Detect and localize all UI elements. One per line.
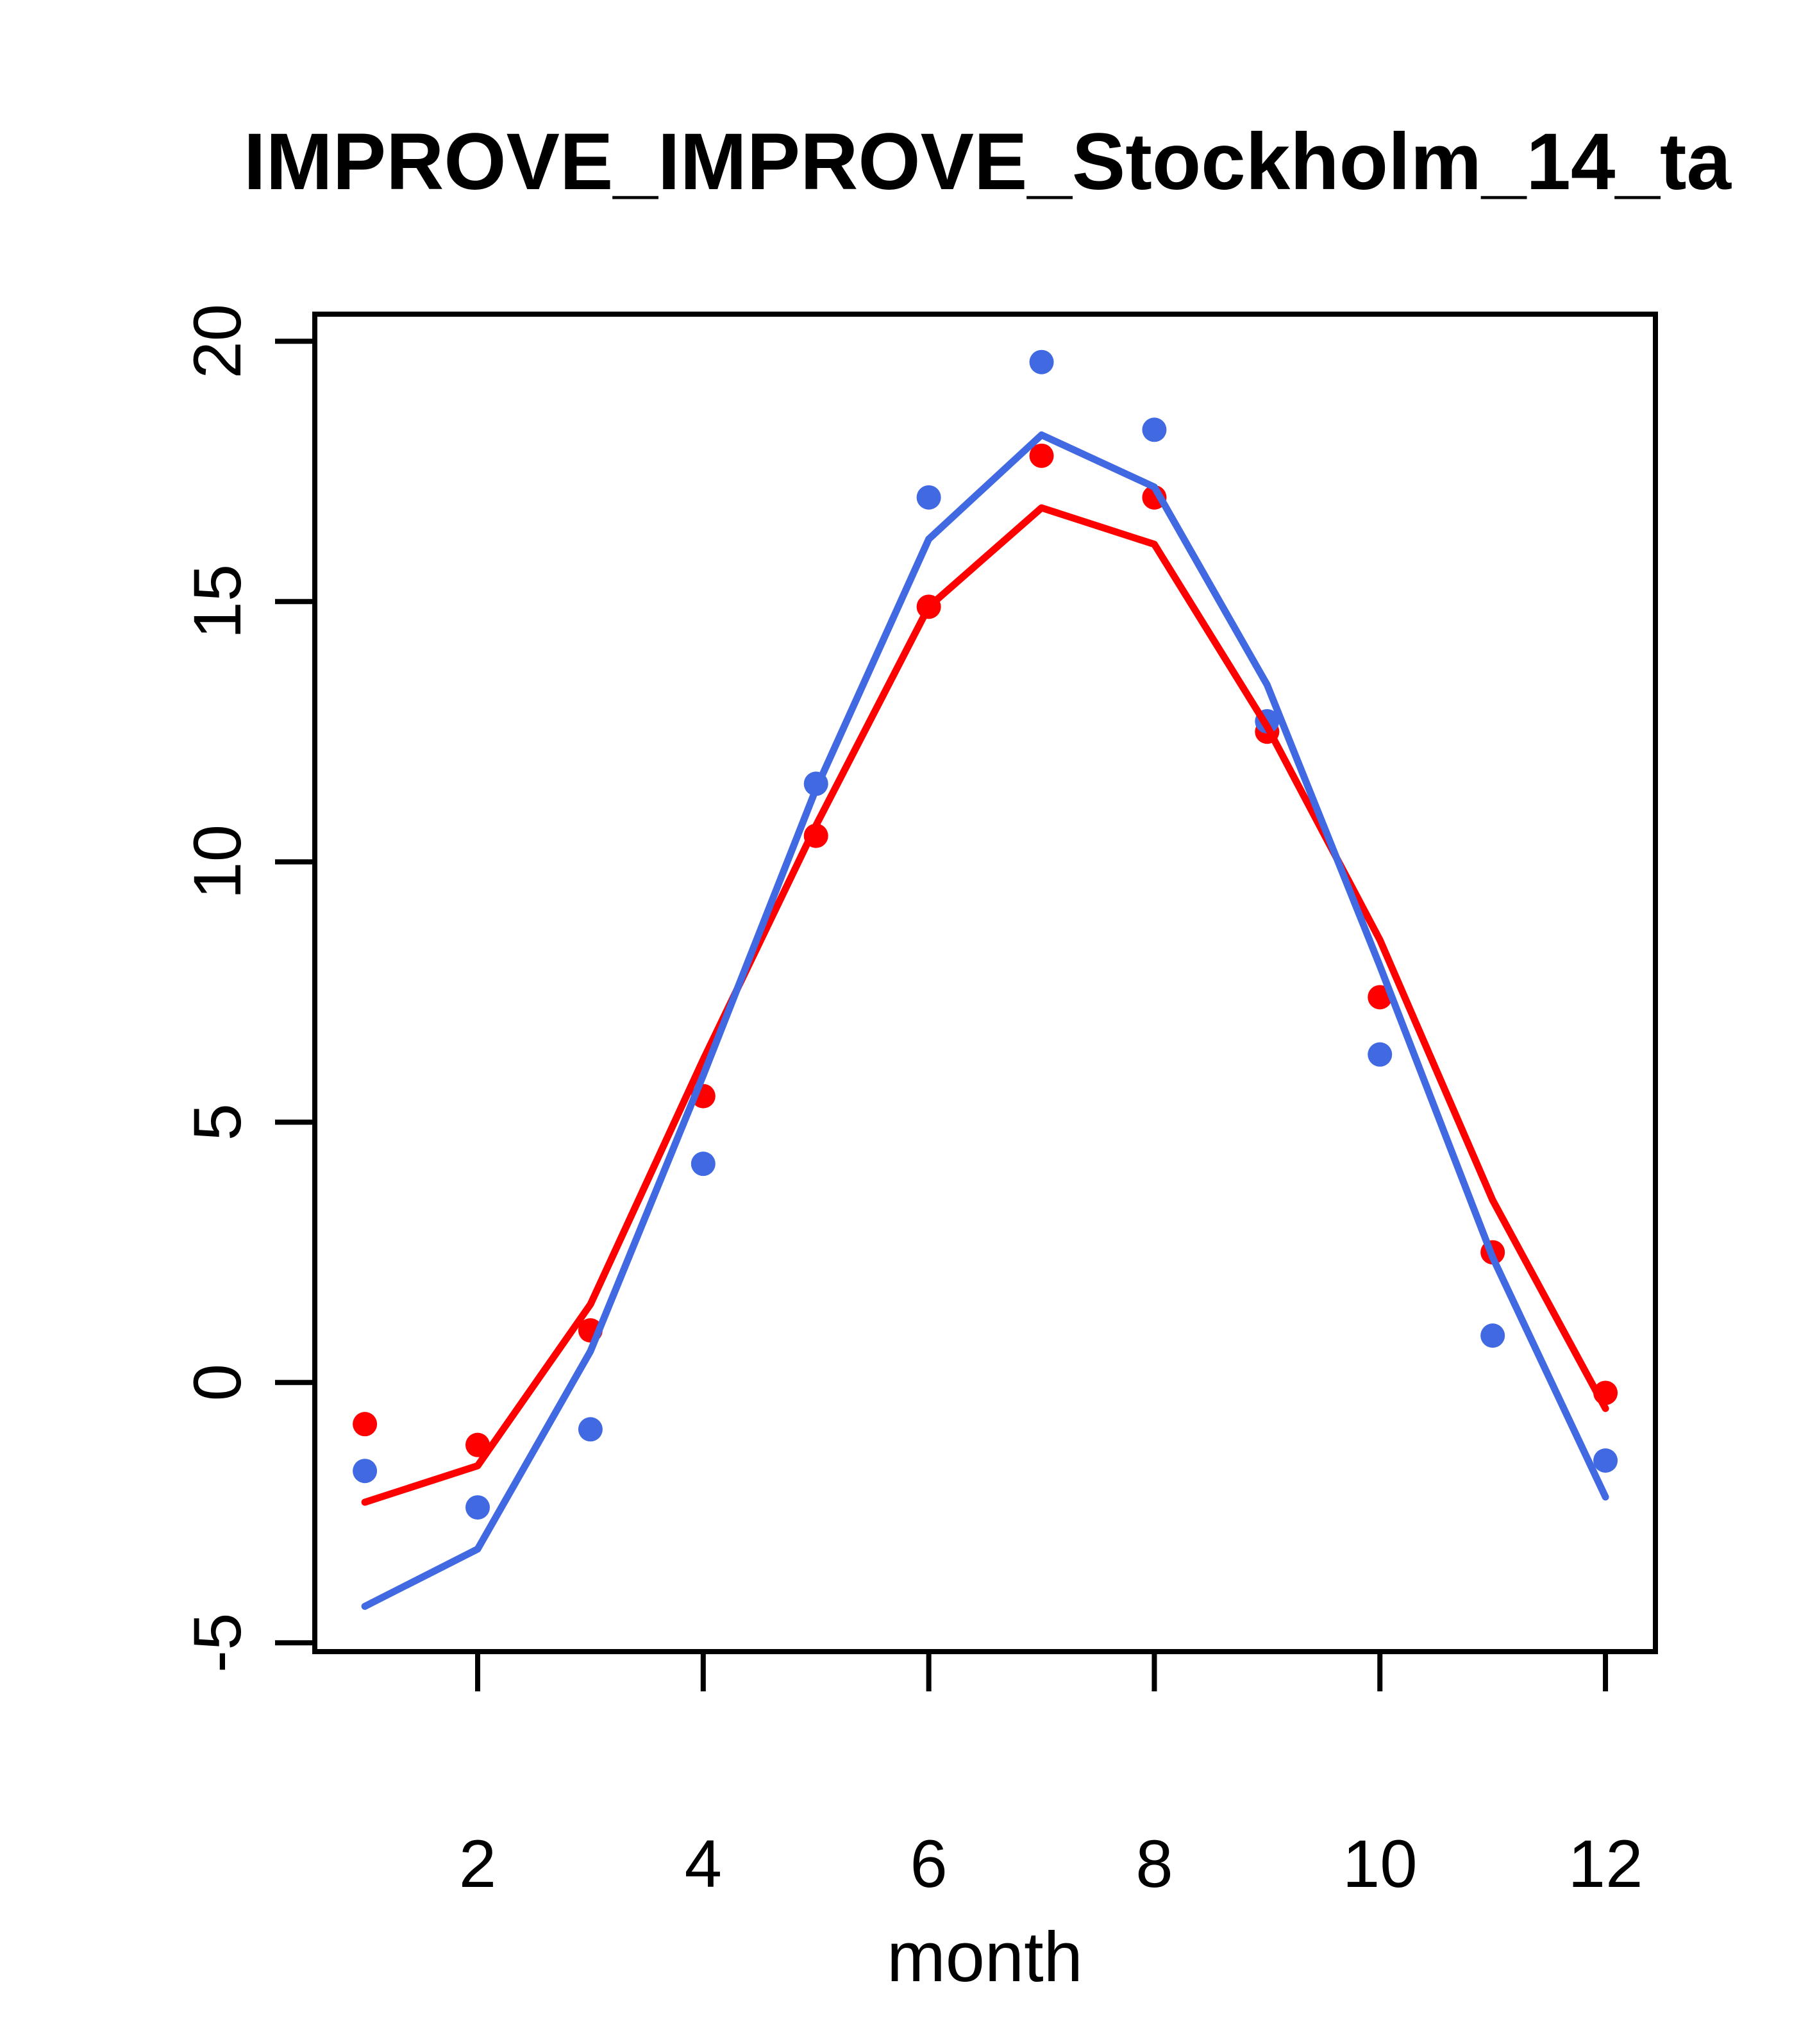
x-axis-ticks: 2 4 6 8 10 12 bbox=[459, 1652, 1643, 1902]
blue-points-marker bbox=[1480, 1323, 1505, 1348]
y-tick-label: 0 bbox=[180, 1364, 255, 1401]
blue-points-marker bbox=[1593, 1448, 1618, 1473]
blue-points-marker bbox=[1029, 349, 1054, 374]
red-line bbox=[361, 504, 1609, 1506]
x-tick-label: 6 bbox=[910, 1827, 947, 1902]
x-tick-label: 12 bbox=[1568, 1827, 1643, 1902]
blue-points-marker bbox=[578, 1417, 603, 1442]
x-tick-label: 2 bbox=[459, 1827, 496, 1902]
y-tick-label: 5 bbox=[180, 1103, 255, 1141]
blue-points-marker bbox=[1142, 417, 1167, 442]
blue-points-marker bbox=[1368, 1042, 1393, 1067]
x-tick-label: 4 bbox=[685, 1827, 722, 1902]
y-tick-label: 20 bbox=[180, 304, 255, 379]
blue-points-marker bbox=[916, 485, 941, 510]
plot-border bbox=[312, 312, 1658, 1654]
x-axis-title: month bbox=[887, 1918, 1083, 1997]
chart-title: IMPROVE_IMPROVE_Stockholm_14_ta bbox=[244, 117, 1732, 206]
data-layer bbox=[353, 349, 1618, 1610]
red-points-marker bbox=[353, 1412, 378, 1437]
x-tick-label: 8 bbox=[1135, 1827, 1173, 1902]
y-tick-label: 15 bbox=[180, 564, 255, 639]
blue-points-marker bbox=[465, 1495, 490, 1520]
blue-line bbox=[361, 431, 1609, 1610]
x-tick-label: 10 bbox=[1343, 1827, 1418, 1902]
blue-points-marker bbox=[691, 1152, 716, 1177]
blue-points-marker bbox=[353, 1459, 378, 1484]
y-tick-label: 10 bbox=[180, 825, 255, 900]
red-points-marker bbox=[1029, 443, 1054, 468]
y-axis-ticks: -5 0 5 10 15 20 bbox=[180, 304, 315, 1673]
y-tick-label: -5 bbox=[180, 1613, 255, 1673]
